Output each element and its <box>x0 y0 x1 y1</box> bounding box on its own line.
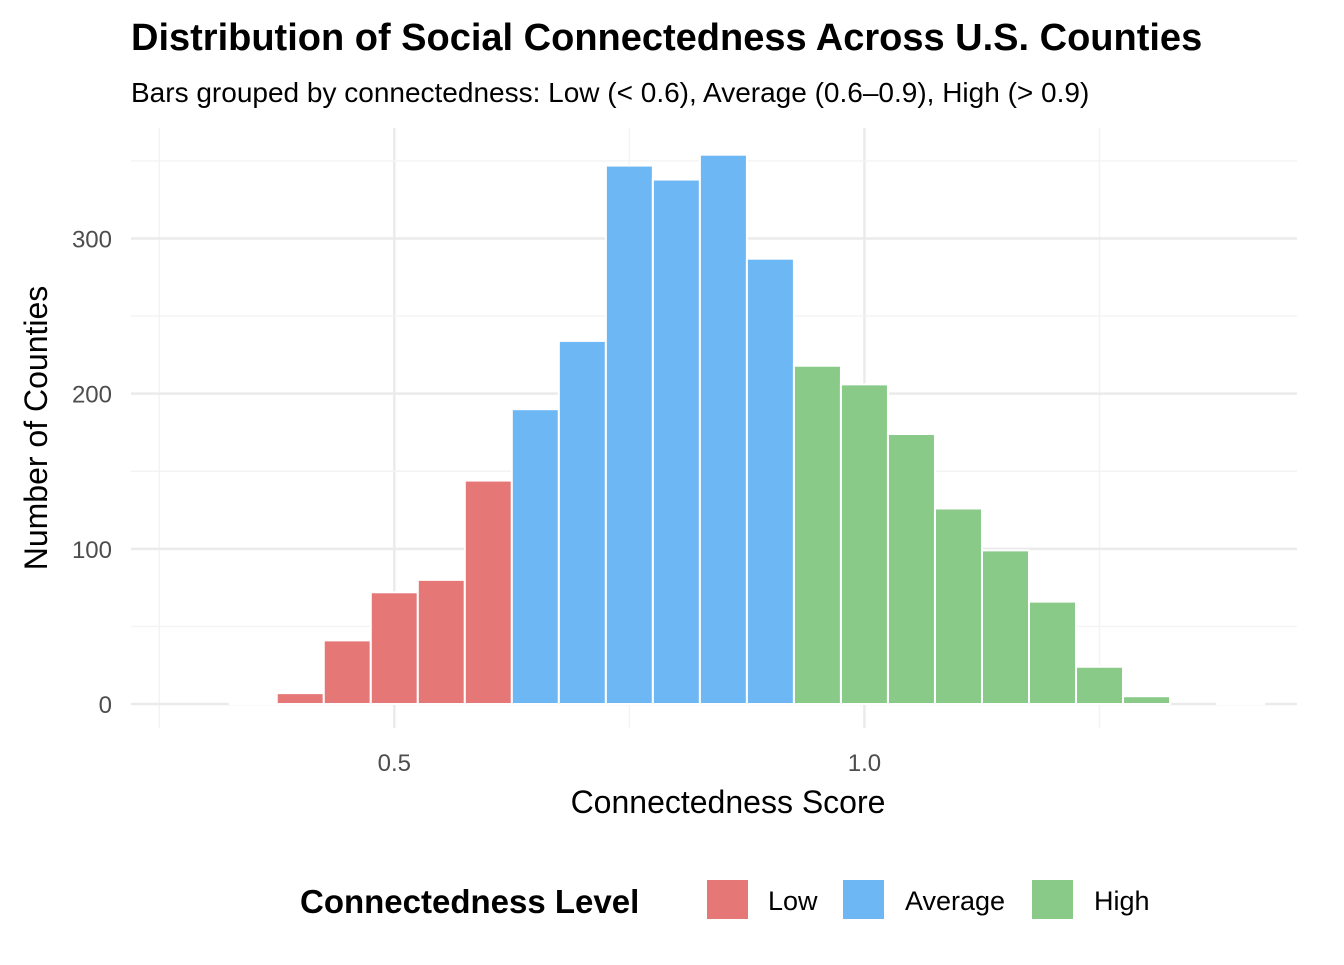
bar-low-1 <box>275 692 325 705</box>
legend-swatch-low <box>707 880 748 919</box>
legend-swatch-average <box>843 880 884 919</box>
y-tick-label-3: 300 <box>72 227 112 254</box>
bar-low-2 <box>322 639 372 705</box>
bar-high-2 <box>886 433 936 705</box>
y-tick-label-1: 100 <box>72 537 112 564</box>
x-axis-title: Connectedness Score <box>571 784 886 820</box>
bar-low-0 <box>228 701 278 705</box>
bar-high-7 <box>1122 695 1172 705</box>
bar-average-4 <box>698 153 748 705</box>
legend-label-low: Low <box>768 886 818 916</box>
bar-low-5 <box>463 479 513 705</box>
bar-high-4 <box>980 549 1031 706</box>
bar-average-2 <box>604 164 654 706</box>
y-tick-label-0: 0 <box>99 692 112 719</box>
bar-high-9 <box>1216 701 1266 705</box>
bar-average-0 <box>510 408 560 705</box>
y-tick-label-2: 200 <box>72 382 112 409</box>
bar-high-3 <box>933 507 983 705</box>
bar-average-3 <box>651 178 701 705</box>
chart-subtitle: Bars grouped by connectedness: Low (< 0.… <box>131 77 1089 108</box>
bar-average-5 <box>745 257 795 705</box>
legend: Connectedness Level Low Average High <box>300 880 1150 920</box>
legend-title: Connectedness Level <box>300 883 639 920</box>
chart-title: Distribution of Social Connectedness Acr… <box>131 17 1202 59</box>
plot-panel: 0.5 1.0 0 100 200 300 <box>72 128 1297 777</box>
bar-low-4 <box>416 578 466 705</box>
bar-high-6 <box>1075 665 1125 706</box>
x-tick-label-0: 0.5 <box>378 750 411 777</box>
legend-label-high: High <box>1094 886 1150 916</box>
y-axis-title: Number of Counties <box>18 286 54 571</box>
bar-high-5 <box>1028 600 1078 706</box>
bars-layer <box>228 153 1266 706</box>
bar-low-3 <box>369 591 419 706</box>
bar-high-0 <box>792 364 842 705</box>
bar-average-1 <box>557 339 607 705</box>
x-tick-label-1: 1.0 <box>848 750 881 777</box>
bar-high-1 <box>839 383 889 705</box>
legend-swatch-high <box>1032 880 1073 919</box>
legend-label-average: Average <box>905 886 1005 916</box>
ticks-layer: 0.5 1.0 0 100 200 300 <box>72 227 881 778</box>
